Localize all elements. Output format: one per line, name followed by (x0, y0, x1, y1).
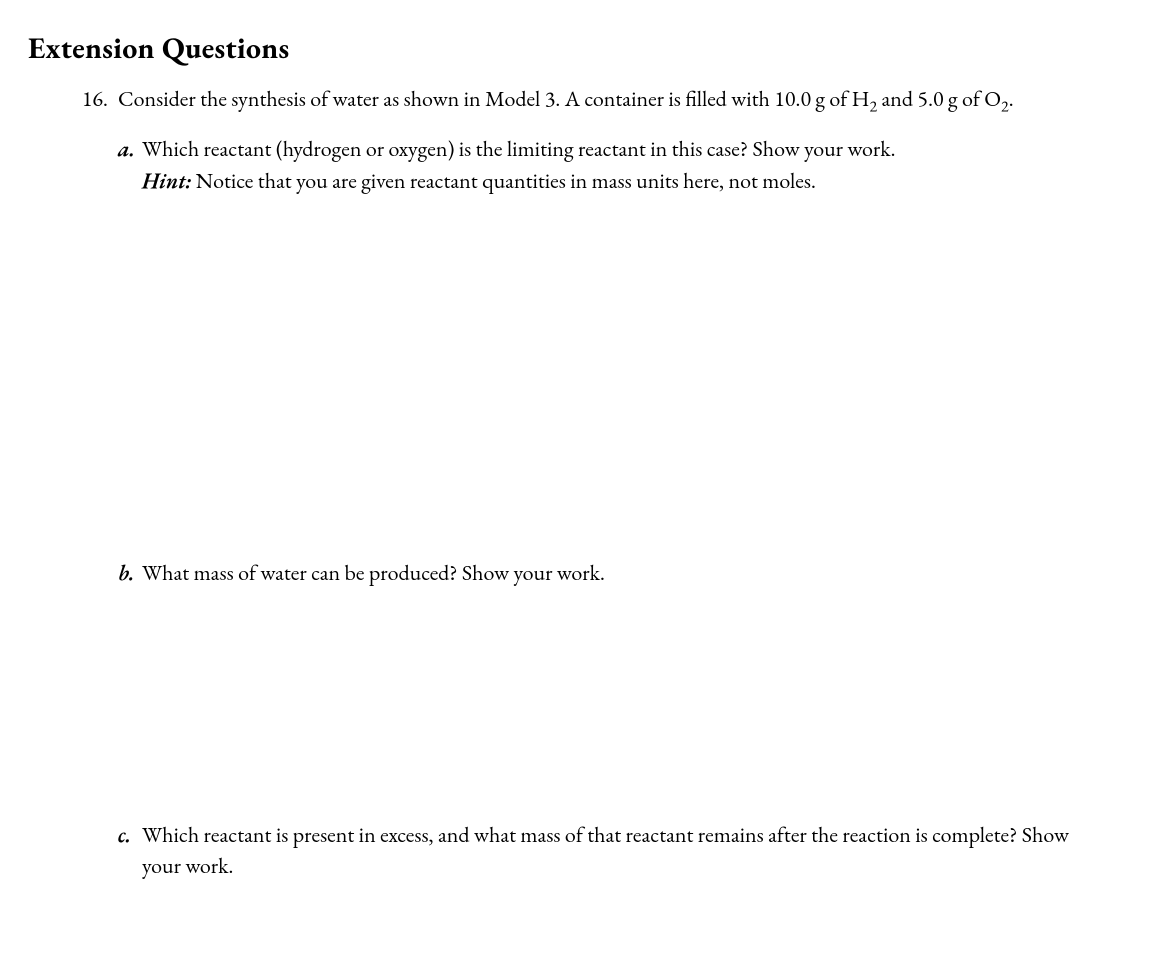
part-b-text: What mass of water can be produced? Show… (142, 557, 1144, 589)
question-intro-row: 16. Consider the synthesis of water as s… (74, 83, 1144, 115)
section-heading: Extension Questions (28, 28, 1144, 67)
question-16: 16. Consider the synthesis of water as s… (74, 83, 1144, 882)
intro-sub-2: 2 (1001, 95, 1009, 116)
question-intro-text: Consider the synthesis of water as shown… (118, 83, 1144, 115)
intro-text-2: and 5.0 g of O (877, 84, 1001, 113)
part-c-text: Which reactant is present in excess, and… (142, 819, 1144, 883)
part-a-text: Which reactant (hydrogen or oxygen) is t… (142, 134, 896, 163)
part-b-letter: b. (118, 557, 142, 589)
intro-text-1: Consider the synthesis of water as shown… (118, 84, 869, 113)
workspace-a (118, 197, 1144, 557)
part-c: c. Which reactant is present in excess, … (118, 819, 1144, 883)
part-b: b. What mass of water can be produced? S… (118, 557, 1144, 589)
part-a-hint-label: Hint: (142, 166, 191, 195)
part-a-hint-text: Notice that you are given reactant quant… (191, 166, 816, 195)
subparts: a. Which reactant (hydrogen or oxygen) i… (118, 133, 1144, 882)
intro-text-3: . (1009, 84, 1014, 113)
worksheet-page: Extension Questions 16. Consider the syn… (0, 0, 1172, 922)
part-a: a. Which reactant (hydrogen or oxygen) i… (118, 133, 1144, 197)
question-number: 16. (74, 83, 118, 115)
part-a-letter: a. (118, 133, 142, 165)
intro-sub-1: 2 (869, 95, 877, 116)
workspace-b (118, 589, 1144, 819)
part-c-letter: c. (118, 819, 142, 851)
part-a-body: Which reactant (hydrogen or oxygen) is t… (142, 133, 1144, 197)
